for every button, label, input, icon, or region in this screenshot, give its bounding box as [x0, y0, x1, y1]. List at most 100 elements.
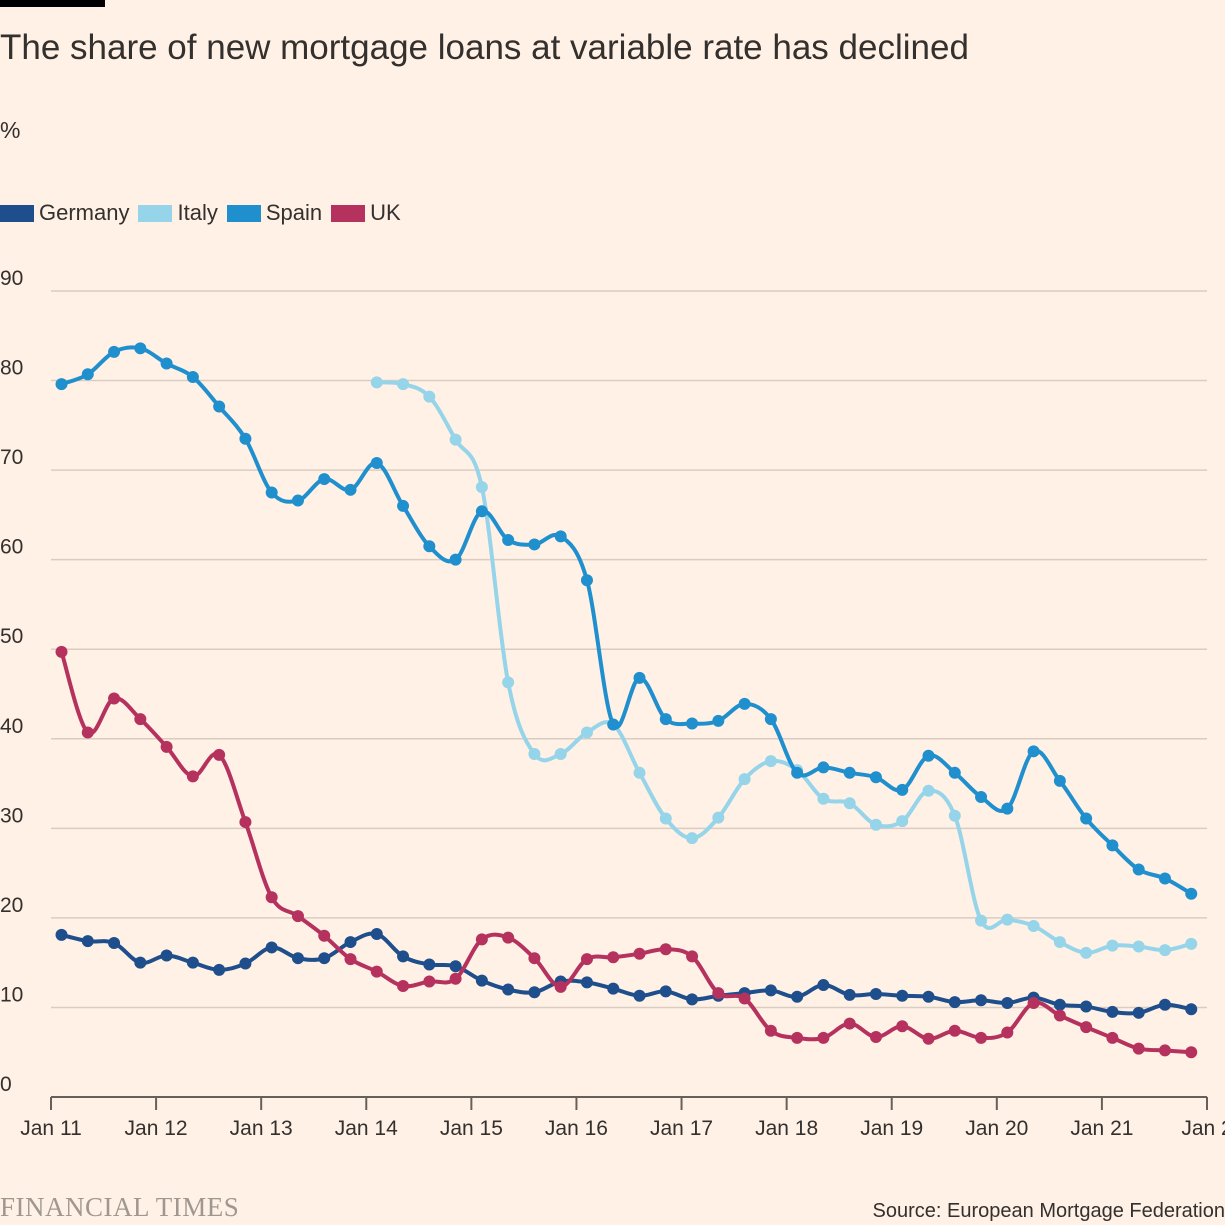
- data-point-germany: [81, 935, 94, 948]
- y-tick-label: 70: [0, 446, 23, 469]
- data-point-spain: [55, 378, 68, 391]
- data-point-uk: [659, 943, 672, 956]
- data-point-germany: [1185, 1003, 1198, 1016]
- data-point-uk: [817, 1031, 830, 1044]
- data-point-uk: [370, 965, 383, 978]
- data-point-italy: [397, 378, 410, 391]
- data-point-spain: [764, 713, 777, 726]
- x-tick-label: Jan 21: [1070, 1117, 1133, 1140]
- data-point-germany: [344, 936, 357, 949]
- series-uk: [55, 645, 1198, 1059]
- data-point-uk: [55, 645, 68, 658]
- data-point-germany: [1106, 1005, 1119, 1018]
- series-line-spain: [59, 345, 1194, 896]
- x-tick-label: Jan 19: [860, 1117, 923, 1140]
- data-point-italy: [896, 815, 909, 828]
- data-point-germany: [580, 976, 593, 989]
- y-tick-label: 0: [0, 1073, 12, 1096]
- data-point-uk: [1001, 1026, 1014, 1039]
- data-point-uk: [554, 980, 567, 993]
- x-tick-labels: Jan 11 Jan 12 Jan 13 Jan 14 Jan 15 Jan 16 Jan …: [20, 1117, 1225, 1140]
- data-point-italy: [554, 748, 567, 761]
- data-point-germany: [817, 979, 830, 992]
- data-point-italy: [686, 832, 699, 845]
- data-point-uk: [1158, 1044, 1171, 1057]
- legend-label-italy: Italy: [177, 200, 218, 225]
- data-point-germany: [843, 988, 856, 1001]
- x-tick-label: Jan 14: [335, 1117, 398, 1140]
- data-point-spain: [1132, 863, 1145, 876]
- data-point-germany: [633, 989, 646, 1002]
- data-point-uk: [791, 1031, 804, 1044]
- y-tick-label: 50: [0, 625, 23, 648]
- data-point-germany: [370, 928, 383, 941]
- data-point-italy: [633, 766, 646, 779]
- data-point-spain: [449, 553, 462, 566]
- series-italy: [370, 376, 1198, 959]
- legend-item-spain: Spain: [226, 200, 323, 226]
- data-point-uk: [1185, 1046, 1198, 1059]
- data-point-spain: [1053, 774, 1066, 787]
- data-point-spain: [134, 342, 147, 355]
- data-point-italy: [659, 812, 672, 825]
- y-tick-label: 10: [0, 983, 23, 1006]
- data-point-uk: [449, 972, 462, 985]
- data-point-italy: [975, 914, 988, 927]
- data-point-uk: [633, 947, 646, 960]
- data-point-uk: [213, 748, 226, 761]
- data-point-spain: [213, 400, 226, 413]
- y-tick-label: 30: [0, 804, 23, 827]
- x-tick-label: Jan 12: [125, 1117, 188, 1140]
- data-point-italy: [1001, 913, 1014, 926]
- data-point-italy: [449, 433, 462, 446]
- data-point-uk: [1080, 1021, 1093, 1034]
- data-point-spain: [502, 533, 515, 546]
- data-point-italy: [370, 376, 383, 389]
- data-point-spain: [554, 530, 567, 543]
- data-point-uk: [423, 975, 436, 988]
- data-point-uk: [502, 931, 515, 944]
- data-point-uk: [291, 910, 304, 923]
- legend-swatch-germany: [0, 204, 34, 222]
- legend-label-spain: Spain: [265, 200, 323, 225]
- data-point-germany: [475, 974, 488, 987]
- data-point-spain: [712, 714, 725, 727]
- data-point-spain: [370, 456, 383, 469]
- data-point-italy: [1053, 936, 1066, 949]
- data-point-italy: [502, 676, 515, 689]
- data-point-germany: [291, 952, 304, 965]
- data-point-germany: [265, 941, 278, 954]
- data-point-uk: [1027, 996, 1040, 1009]
- data-point-spain: [108, 345, 121, 358]
- data-point-italy: [1185, 937, 1198, 950]
- y-tick-label: 90: [0, 267, 23, 290]
- data-point-germany: [764, 984, 777, 997]
- data-point-spain: [318, 473, 331, 486]
- data-point-spain: [1185, 887, 1198, 900]
- data-point-uk: [1053, 1009, 1066, 1022]
- data-point-germany: [318, 952, 331, 965]
- data-point-spain: [869, 771, 882, 784]
- data-point-spain: [948, 766, 961, 779]
- data-point-germany: [1053, 998, 1066, 1011]
- data-point-uk: [686, 950, 699, 963]
- data-point-spain: [344, 483, 357, 496]
- data-point-uk: [239, 816, 252, 829]
- y-unit-label: %: [0, 117, 21, 143]
- data-point-germany: [948, 996, 961, 1009]
- data-point-germany: [397, 950, 410, 963]
- data-point-uk: [869, 1030, 882, 1043]
- data-point-italy: [738, 773, 751, 786]
- data-point-italy: [1158, 944, 1171, 957]
- data-point-italy: [528, 748, 541, 761]
- data-point-uk: [607, 951, 620, 964]
- data-point-spain: [843, 766, 856, 779]
- data-point-spain: [239, 432, 252, 445]
- data-point-italy: [423, 390, 436, 403]
- data-point-uk: [397, 979, 410, 992]
- data-point-uk: [948, 1024, 961, 1037]
- y-tick-label: 40: [0, 715, 23, 738]
- data-point-spain: [633, 671, 646, 684]
- data-point-italy: [1106, 939, 1119, 952]
- data-point-italy: [843, 797, 856, 810]
